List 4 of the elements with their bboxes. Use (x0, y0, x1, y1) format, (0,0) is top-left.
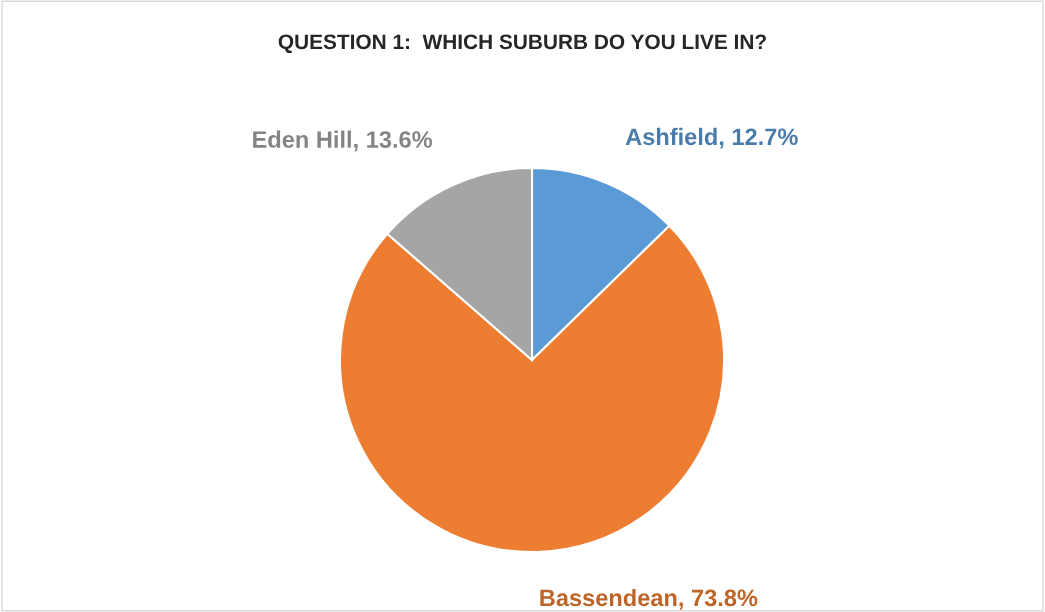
slice-label: Bassendean, 73.8% (540, 588, 758, 610)
slice-label: Eden Hill, 13.6% (253, 130, 433, 152)
chart-title: QUESTION 1: WHICH SUBURB DO YOU LIVE IN? (278, 34, 766, 54)
slice-label: Ashfield, 12.7% (625, 127, 798, 149)
